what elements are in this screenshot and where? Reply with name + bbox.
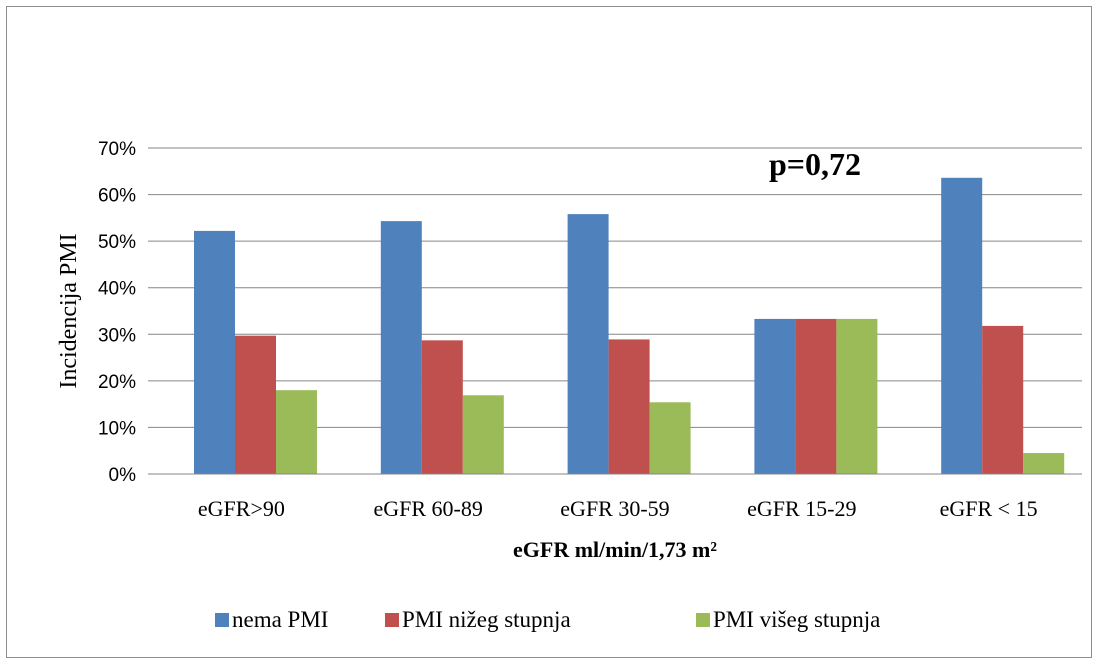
category-label: eGFR 60-89 [374, 496, 483, 521]
bar-2-2 [421, 340, 463, 474]
bar-3-2 [462, 395, 504, 474]
legend-swatch [696, 613, 710, 627]
chart-frame [6, 6, 1092, 658]
y-tick-label: 40% [98, 279, 136, 300]
bar-3-5 [1023, 453, 1065, 474]
y-tick-label: 10% [98, 418, 136, 439]
y-tick-label: 0% [109, 465, 137, 486]
bar-3-4 [836, 318, 878, 474]
legend: nema PMI PMI nižeg stupnja PMI višeg stupn… [215, 607, 880, 632]
y-tick-label: 70% [98, 139, 136, 160]
bar-1-2 [380, 221, 422, 474]
y-tick-label: 20% [98, 372, 136, 393]
y-tick-label: 50% [98, 232, 136, 253]
legend-swatch [385, 613, 399, 627]
bar-1-4 [754, 318, 796, 474]
y-tick-label: 30% [98, 325, 136, 346]
y-axis-title: Incidencija PMI [56, 233, 82, 388]
legend-swatch [215, 613, 229, 627]
legend-label: PMI višeg stupnja [713, 607, 880, 632]
y-tick-label: 60% [98, 186, 136, 207]
bar-3-3 [649, 402, 691, 474]
bars [194, 177, 1065, 475]
bar-2-4 [795, 318, 837, 474]
category-labels: eGFR>90 eGFR 60-89 eGFR 30-59 eGFR 15-29 eGF… [198, 496, 1038, 521]
legend-label: PMI nižeg stupnja [402, 607, 571, 632]
category-label: eGFR>90 [198, 496, 285, 521]
category-label: eGFR 30-59 [560, 496, 669, 521]
bar-1-3 [567, 214, 609, 475]
bar-1-5 [941, 177, 983, 474]
bar-2-5 [982, 325, 1024, 474]
bar-3-1 [276, 390, 317, 474]
y-tick-labels: 0% 10% 20% 30% 40% 50% 60% 70% [98, 139, 136, 486]
p-value-annotation: p=0,72 [769, 146, 861, 182]
bar-2-1 [235, 335, 276, 474]
bar-2-3 [608, 339, 650, 474]
legend-label: nema PMI [232, 607, 328, 632]
bar-1-1 [194, 230, 235, 474]
category-label: eGFR < 15 [940, 496, 1038, 521]
x-axis-title: eGFR ml/min/1,73 m² [513, 537, 717, 562]
category-label: eGFR 15-29 [747, 496, 856, 521]
